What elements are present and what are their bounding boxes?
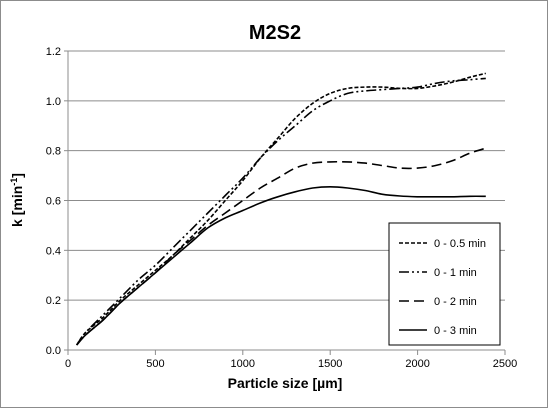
chart-title: M2S2 [249, 22, 301, 44]
legend-label-3: 0 - 2 min [434, 296, 477, 308]
y-tick-label: 0.8 [46, 146, 61, 158]
y-tick-label: 1.2 [46, 46, 61, 58]
y-tick-label: 0.6 [46, 196, 61, 208]
x-tick-label: 2000 [405, 358, 429, 370]
series-line-1 [76, 72, 486, 346]
legend-items: 0 - 0.5 min 0 - 1 min 0 - 2 min 0 - 3 min [399, 238, 486, 337]
legend-label-2: 0 - 1 min [434, 267, 477, 279]
x-tick-label: 1000 [231, 358, 255, 370]
x-tick-label: 0 [65, 358, 71, 370]
axes-layer [64, 50, 506, 355]
y-axis-title: k [min-1] [9, 173, 25, 227]
x-axis-title-end: ] [338, 375, 343, 391]
x-axis-title: Particle size [µm] [228, 375, 343, 391]
legend-label-4: 0 - 3 min [434, 325, 477, 337]
x-tick-label: 1500 [318, 358, 342, 370]
y-axis-title-end: ] [9, 173, 25, 178]
legend: 0 - 0.5 min 0 - 1 min 0 - 2 min 0 - 3 min [388, 222, 501, 346]
tick-labels: 0.0 0.2 0.4 0.6 0.8 1.0 1.2 0 500 1000 1500 2000 250… [46, 46, 518, 370]
y-tick-label: 0.0 [46, 345, 61, 357]
y-tick-label: 0.4 [46, 245, 61, 257]
x-axis-title-text: Particle size [ [228, 375, 318, 391]
series-line-2 [76, 77, 486, 346]
y-axis-title-sup: -1 [9, 178, 19, 186]
legend-label-1: 0 - 0.5 min [434, 238, 486, 250]
x-tick-label: 500 [146, 358, 164, 370]
series-layer [76, 72, 487, 346]
y-axis-title-text: k [min [9, 186, 25, 227]
x-axis-title-unit: µm [317, 375, 338, 391]
y-tick-label: 0.2 [46, 295, 61, 307]
series-line-4 [76, 185, 486, 346]
x-tick-label: 2500 [493, 358, 517, 370]
y-tick-label: 1.0 [46, 96, 61, 108]
